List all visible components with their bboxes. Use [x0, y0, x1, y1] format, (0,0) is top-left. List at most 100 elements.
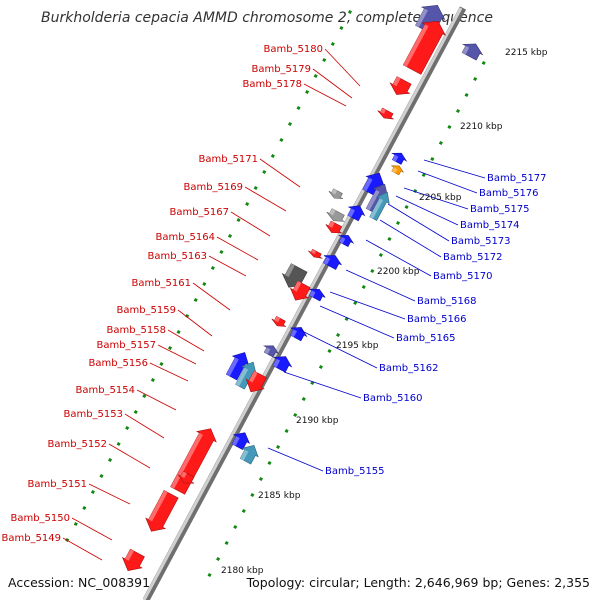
forward-label-leader: [216, 236, 259, 261]
reverse-label-leader: [387, 203, 450, 242]
gene-arrow[interactable]: [262, 345, 280, 358]
forward-gene-label[interactable]: Bamb_5161: [131, 278, 191, 289]
gene-shape[interactable]: [225, 352, 249, 381]
gene-arrow[interactable]: [239, 445, 259, 465]
gene-arrow[interactable]: [323, 255, 342, 270]
gene-arrow[interactable]: [121, 548, 145, 571]
gene-shape[interactable]: [308, 248, 323, 259]
reverse-gene-label[interactable]: Bamb_5162: [379, 363, 439, 374]
forward-label-leader: [324, 48, 361, 87]
forward-gene-label[interactable]: Bamb_5164: [155, 232, 215, 243]
reverse-gene-label[interactable]: Bamb_5160: [363, 393, 423, 404]
forward-gene-label[interactable]: Bamb_5150: [10, 513, 70, 524]
gene-arrow[interactable]: [391, 165, 404, 176]
forward-gene-label[interactable]: Bamb_5158: [106, 325, 166, 336]
gene-arrow[interactable]: [461, 43, 484, 61]
gene-highlight: [272, 358, 281, 368]
gene-arrow[interactable]: [271, 316, 287, 327]
tick-mark: [404, 204, 409, 210]
forward-gene-label[interactable]: Bamb_5179: [251, 64, 311, 75]
gene-arrow[interactable]: [389, 76, 412, 95]
gene-highlight: [232, 436, 240, 446]
gene-arrow[interactable]: [272, 356, 293, 373]
reverse-gene-label[interactable]: Bamb_5172: [443, 252, 503, 263]
gene-highlight: [170, 432, 203, 489]
reverse-gene-label[interactable]: Bamb_5176: [479, 188, 539, 199]
gene-arrow[interactable]: [377, 107, 394, 120]
reverse-gene-label[interactable]: Bamb_5155: [325, 466, 385, 477]
gene-shape[interactable]: [239, 445, 259, 465]
reverse-gene-label[interactable]: Bamb_5175: [470, 204, 530, 215]
gene-arrow[interactable]: [402, 20, 446, 75]
gene-highlight: [293, 280, 302, 292]
reverse-label-leader: [345, 269, 416, 302]
forward-gene-label[interactable]: Bamb_5151: [27, 479, 87, 490]
forward-gene-label[interactable]: Bamb_5156: [88, 358, 148, 369]
reverse-gene-label[interactable]: Bamb_5174: [460, 220, 520, 231]
gene-shape[interactable]: [145, 490, 179, 532]
tick-mark: [224, 540, 229, 546]
forward-gene-label[interactable]: Bamb_5159: [116, 305, 176, 316]
forward-gene-label[interactable]: Bamb_5163: [147, 251, 207, 262]
forward-gene-label[interactable]: Bamb_5167: [169, 207, 229, 218]
tick-mark: [313, 73, 318, 79]
gene-arrow[interactable]: [337, 235, 355, 247]
forward-gene-label[interactable]: Bamb_5149: [1, 533, 61, 544]
forward-gene-label[interactable]: Bamb_5171: [198, 154, 258, 165]
gene-shape[interactable]: [326, 208, 345, 222]
gene-highlight: [148, 490, 168, 522]
forward-gene-label[interactable]: Bamb_5180: [263, 44, 323, 55]
gene-arrow[interactable]: [391, 152, 408, 165]
tick-mark: [336, 332, 341, 338]
gene-shape[interactable]: [402, 20, 446, 75]
reverse-gene-label[interactable]: Bamb_5177: [487, 173, 547, 184]
gene-arrow[interactable]: [347, 205, 366, 222]
forward-label-leader: [149, 362, 189, 382]
gene-shape[interactable]: [389, 76, 412, 95]
reverse-gene-label[interactable]: Bamb_5170: [433, 271, 493, 282]
gene-highlight: [347, 208, 355, 218]
gene-arrow[interactable]: [326, 208, 345, 222]
reverse-gene-label[interactable]: Bamb_5173: [451, 236, 511, 247]
tick-mark: [262, 169, 267, 175]
tick-mark: [90, 489, 95, 495]
forward-gene-label[interactable]: Bamb_5153: [63, 409, 123, 420]
forward-label-leader: [88, 483, 131, 505]
gene-arrow[interactable]: [369, 191, 390, 221]
kbp-tick-marks: [65, 9, 486, 578]
kbp-label: 2200 kbp: [377, 267, 420, 277]
kbp-label: 2185 kbp: [258, 491, 301, 501]
gene-arrow[interactable]: [245, 370, 267, 393]
forward-gene-label[interactable]: Bamb_5178: [242, 79, 302, 90]
forward-gene-label[interactable]: Bamb_5154: [75, 385, 135, 396]
tick-mark: [267, 460, 272, 466]
gene-highlight: [125, 549, 134, 561]
gene-arrow[interactable]: [235, 361, 257, 390]
gene-arrow[interactable]: [225, 352, 249, 381]
gene-arrow[interactable]: [308, 288, 326, 302]
forward-gene-label[interactable]: Bamb_5152: [47, 439, 107, 450]
gene-arrow[interactable]: [145, 490, 179, 532]
gene-arrow[interactable]: [177, 470, 195, 484]
gene-arrow[interactable]: [281, 263, 308, 288]
gene-highlight: [380, 108, 386, 114]
gene-highlight: [339, 236, 346, 244]
reverse-gene-label[interactable]: Bamb_5165: [396, 333, 456, 344]
reverse-gene-label[interactable]: Bamb_5166: [407, 314, 467, 325]
gene-arrow[interactable]: [325, 220, 343, 234]
gene-highlight: [462, 45, 470, 55]
forward-label-leader: [303, 83, 347, 107]
tick-mark: [150, 377, 155, 383]
gene-shape[interactable]: [121, 548, 145, 571]
forward-gene-label[interactable]: Bamb_5157: [96, 340, 156, 351]
tick-mark: [241, 508, 246, 514]
gene-arrow[interactable]: [328, 188, 344, 200]
gene-labels: Bamb_5180 Bamb_5179 Bamb_5178 Bamb_5171 Bamb…: [1, 44, 547, 561]
kbp-label: 2210 kbp: [460, 122, 503, 132]
reverse-gene-label[interactable]: Bamb_5168: [417, 296, 477, 307]
gene-shape[interactable]: [377, 107, 394, 120]
tick-mark: [258, 476, 263, 482]
forward-gene-label[interactable]: Bamb_5169: [183, 182, 243, 193]
gene-highlight: [310, 249, 317, 255]
gene-arrow[interactable]: [308, 248, 323, 259]
